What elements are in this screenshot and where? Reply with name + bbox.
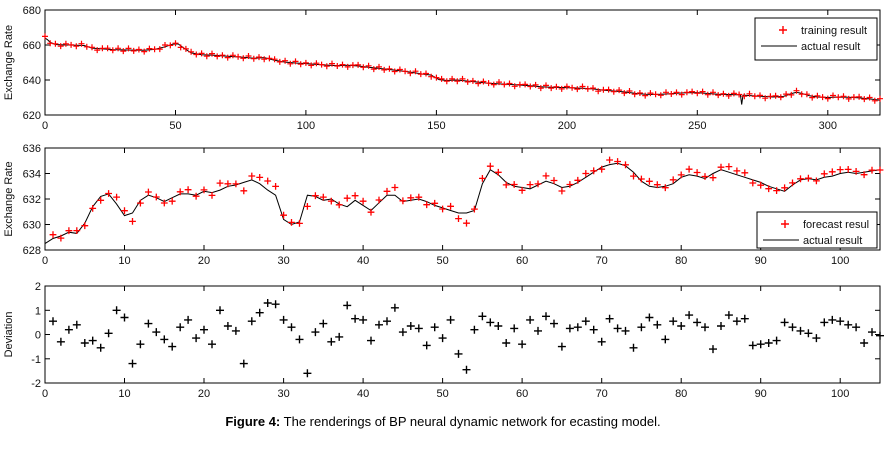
x-tick-label: 20	[198, 388, 210, 400]
x-tick-label: 90	[755, 255, 767, 267]
legend-box	[756, 211, 878, 249]
legend: training result actual result	[754, 17, 878, 61]
x-tick-label: 200	[558, 120, 576, 132]
deviation-plus-markers	[49, 299, 884, 378]
x-tick-label: 60	[516, 255, 528, 267]
y-tick-label: 2	[35, 281, 41, 293]
y-tick-label: 680	[23, 5, 41, 17]
x-tick-label: 0	[42, 388, 48, 400]
legend-item-label: actual result	[801, 41, 860, 53]
figure-caption: Figure 4: The renderings of BP neural dy…	[0, 414, 886, 429]
x-tick-label: 70	[596, 388, 608, 400]
x-tick-label: 20	[198, 255, 210, 267]
x-tick-label: 50	[169, 120, 181, 132]
deviation-chart-block: 0 10 20 30 40 50 60 70 80 90 100 -2 -1 0 1 2 Deviation	[0, 274, 886, 404]
x-tick-label: 90	[755, 388, 767, 400]
y-axis-label: Exchange Rate	[3, 25, 15, 100]
axes-box	[44, 9, 881, 116]
legend-item-label: forecast resul	[803, 219, 869, 231]
legend-item-label: actual result	[803, 235, 862, 247]
y-axis-label: Exchange Rate	[3, 161, 15, 236]
x-tick-label: 30	[277, 255, 289, 267]
x-tick-label: 100	[831, 255, 849, 267]
x-tick-label: 80	[675, 255, 687, 267]
x-tick-label: 0	[42, 255, 48, 267]
y-tick-label: 634	[23, 169, 41, 181]
y-tick-label: 620	[23, 110, 41, 122]
training-plus-markers	[42, 33, 883, 104]
y-axis-label: Deviation	[3, 312, 15, 358]
x-tick-label: 50	[436, 388, 448, 400]
x-tick-label: 100	[831, 388, 849, 400]
legend: forecast resul actual result	[756, 211, 878, 249]
x-tick-label: 150	[427, 120, 445, 132]
y-tick-label: 630	[23, 220, 41, 232]
forecast-chart-block: 0 10 20 30 40 50 60 70 80 90 100 628 630 632 634 636 Exc…	[0, 140, 886, 274]
legend-plus-marker-icon	[779, 26, 787, 34]
x-tick-label: 60	[516, 388, 528, 400]
x-tick-label: 30	[277, 388, 289, 400]
figure-caption-label: Figure 4:	[225, 414, 281, 429]
x-tick-label: 50	[436, 255, 448, 267]
y-tick-label: 632	[23, 194, 41, 206]
x-tick-label: 10	[118, 388, 130, 400]
y-tick-label: 1	[35, 305, 41, 317]
y-tick-label: 640	[23, 75, 41, 87]
x-tick-label: 80	[675, 388, 687, 400]
x-tick-label: 250	[688, 120, 706, 132]
axes-box	[44, 285, 881, 384]
legend-plus-marker-icon	[781, 220, 789, 228]
legend-item-label: training result	[801, 25, 867, 37]
training-chart: 0 50 100 150 200 250 300 620 640 660 680 Exchange R…	[3, 5, 883, 132]
y-tick-label: -2	[31, 378, 41, 390]
y-tick-label: 636	[23, 143, 41, 155]
x-tick-label: 0	[42, 120, 48, 132]
y-tick-label: -1	[31, 354, 41, 366]
forecast-chart: 0 10 20 30 40 50 60 70 80 90 100 628 630 632 634 636 Exc…	[3, 143, 884, 267]
legend-box	[754, 17, 878, 61]
actual-result-line	[44, 162, 881, 245]
training-chart-block: 0 50 100 150 200 250 300 620 640 660 680 Exchange R…	[0, 0, 886, 140]
forecast-plus-markers	[49, 156, 884, 242]
x-tick-label: 40	[357, 388, 369, 400]
figure-caption-text: The renderings of BP neural dynamic netw…	[283, 414, 661, 429]
x-tick-label: 300	[819, 120, 837, 132]
y-tick-label: 628	[23, 245, 41, 257]
y-tick-label: 660	[23, 40, 41, 52]
x-tick-label: 70	[596, 255, 608, 267]
x-tick-label: 100	[297, 120, 315, 132]
deviation-chart: 0 10 20 30 40 50 60 70 80 90 100 -2 -1 0 1 2 Deviation	[3, 281, 884, 400]
x-tick-label: 40	[357, 255, 369, 267]
y-tick-label: 0	[35, 330, 41, 342]
x-tick-label: 10	[118, 255, 130, 267]
